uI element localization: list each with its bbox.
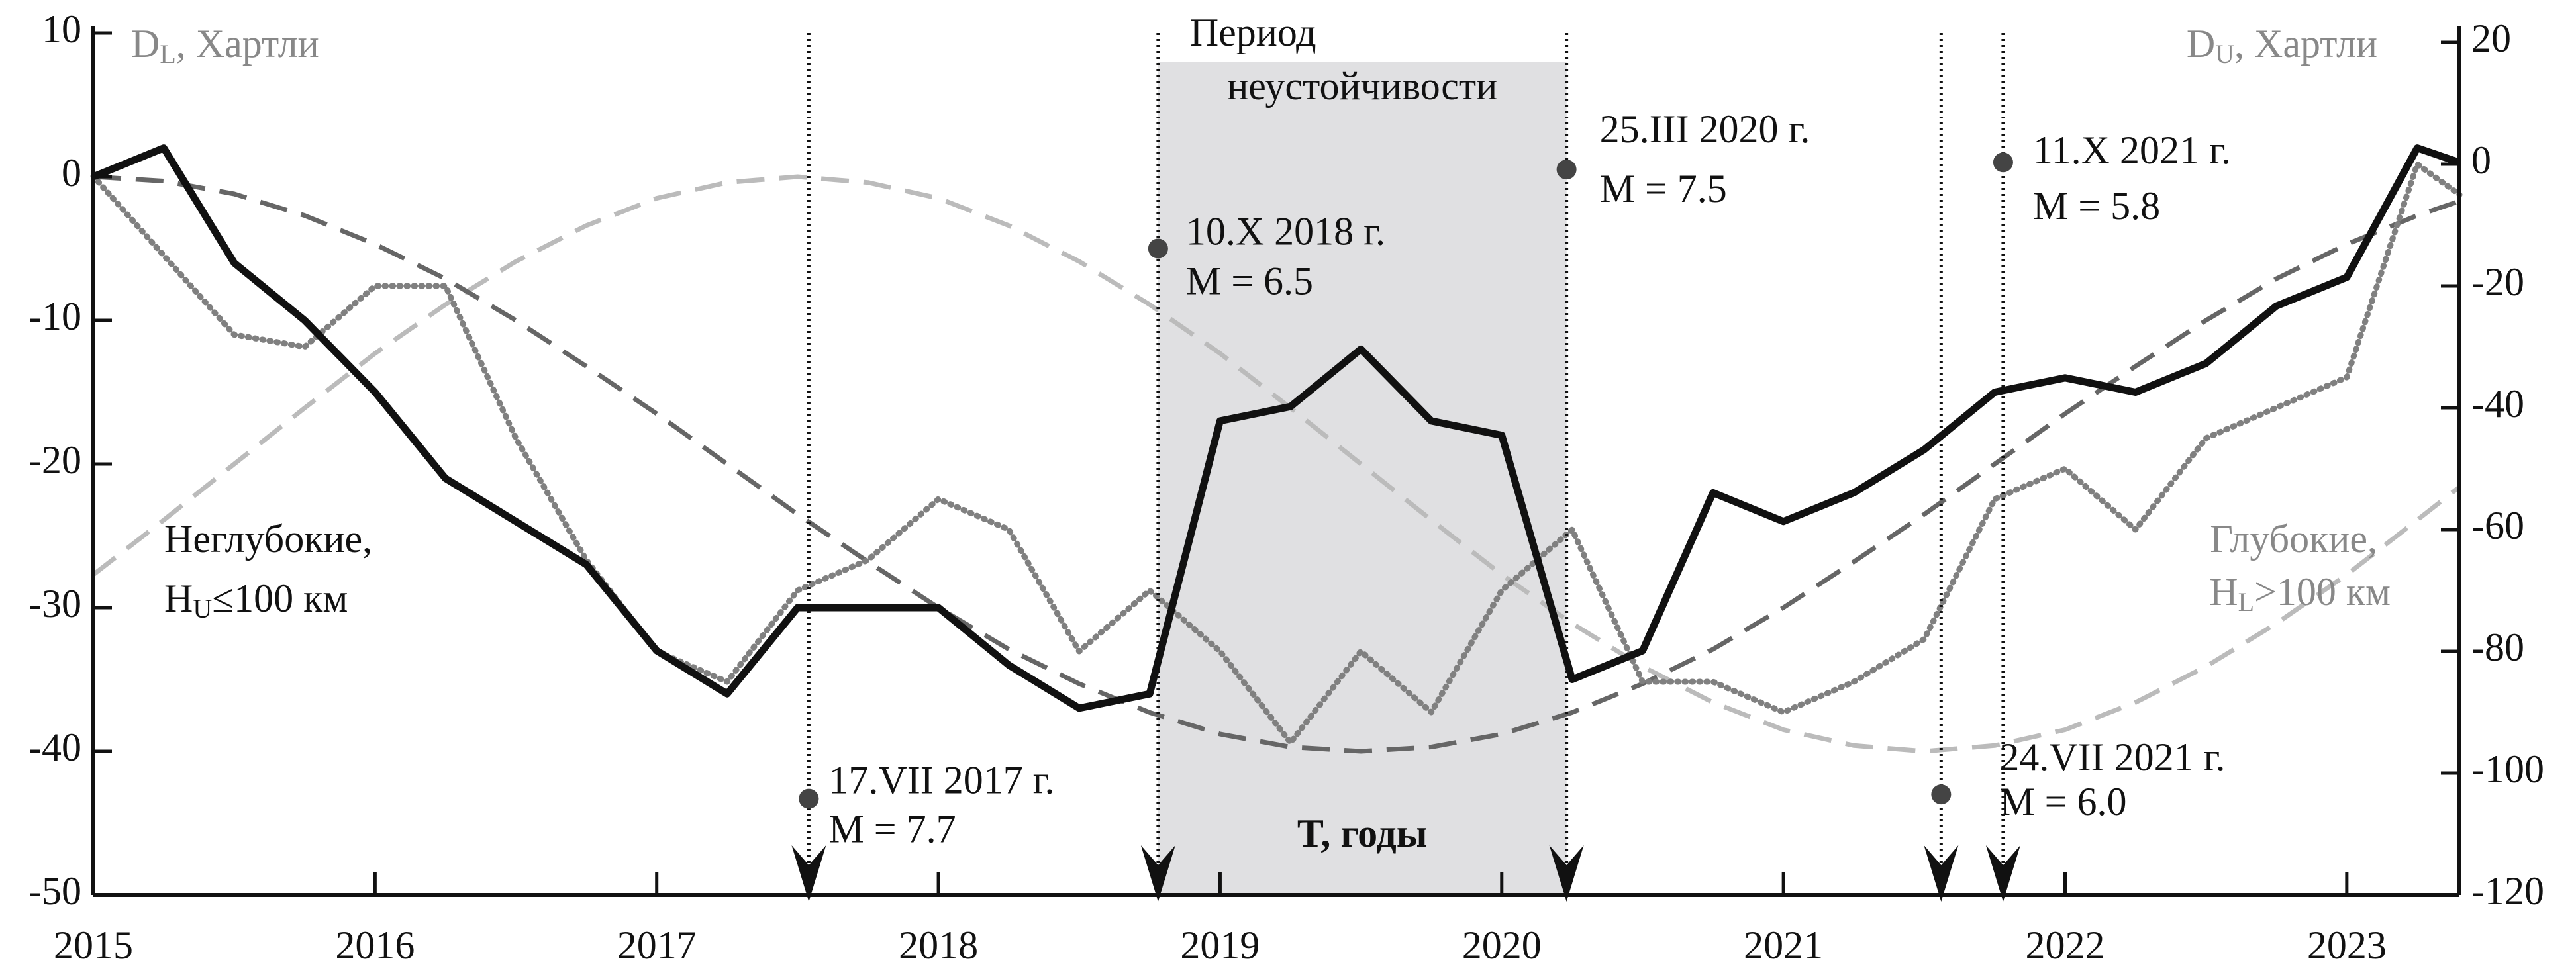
region-label: неустойчивости — [1227, 64, 1497, 108]
x-tick-label: 2017 — [617, 923, 697, 967]
note-line: Глубокие, — [2210, 517, 2377, 561]
y-axis-label: DL, Хартли — [131, 22, 319, 69]
y2-tick-label: 20 — [2471, 17, 2511, 60]
note-depth-main: H — [2209, 570, 2238, 614]
y-axis-label-sub: L — [160, 39, 175, 69]
x-tick-label: 2015 — [54, 923, 133, 967]
series-line — [91, 144, 2461, 712]
event-arrow — [791, 845, 826, 902]
x-tick-label: 2019 — [1180, 923, 1260, 967]
note-depth-main: H — [164, 577, 193, 620]
x-tick-label: 2021 — [1744, 923, 1823, 967]
note-depth: HU≤100 км — [164, 577, 348, 624]
event-arrow — [1140, 845, 1175, 902]
y2-tick-label: 0 — [2471, 138, 2491, 182]
event-arrow — [1985, 845, 2020, 902]
y2-tick-label: -40 — [2471, 382, 2524, 426]
x-tick-label: 2018 — [899, 923, 978, 967]
x-tick-label: 2020 — [1462, 923, 1542, 967]
y-tick-label: -40 — [28, 725, 81, 769]
y2-tick-label: -60 — [2471, 504, 2524, 547]
note-depth: HL>100 км — [2209, 570, 2391, 617]
y-tick-label: -50 — [28, 869, 81, 913]
event-date: 24.VII 2021 г. — [1999, 735, 2225, 779]
y2-tick-label: -20 — [2471, 260, 2524, 304]
x-axis-label: T, годы — [1297, 812, 1428, 855]
note-depth-sub: L — [2238, 587, 2254, 617]
event-dot — [1931, 784, 1952, 805]
event-magnitude: M = 6.0 — [1999, 780, 2126, 823]
y-axis-label-main: D — [131, 22, 160, 66]
y2-axis-label-main: D — [2187, 22, 2215, 66]
y-tick-label: 0 — [62, 151, 81, 195]
event-dot — [1556, 160, 1577, 180]
y2-axis-label-rest: , Хартли — [2234, 22, 2377, 66]
event-date: 10.X 2018 г. — [1186, 209, 1385, 253]
y-tick-label: -20 — [28, 438, 81, 482]
event-arrow — [1549, 845, 1584, 902]
series-line — [90, 161, 2463, 746]
note-depth-rest: ≤100 км — [212, 577, 348, 620]
y2-axis-label-sub: U — [2215, 39, 2234, 69]
event-magnitude: M = 5.8 — [2033, 184, 2160, 228]
unstable-period — [1158, 62, 1567, 895]
event-date: 17.VII 2017 г. — [828, 758, 1054, 802]
y-tick-label: 10 — [42, 7, 81, 51]
event-magnitude: M = 7.5 — [1600, 167, 1727, 210]
y2-axis-label: DU, Хартли — [2187, 22, 2377, 69]
region-label: Период — [1190, 11, 1316, 54]
note-depth-rest: >100 км — [2254, 570, 2391, 614]
event-arrow — [1924, 845, 1959, 902]
event-date: 25.III 2020 г. — [1600, 107, 1810, 151]
note-depth-sub: U — [193, 594, 212, 624]
event-date: 11.X 2021 г. — [2033, 128, 2231, 172]
y2-tick-label: -80 — [2471, 626, 2524, 669]
event-dot — [1993, 152, 2013, 173]
series-line — [93, 174, 2461, 754]
y-tick-label: -30 — [28, 582, 81, 626]
y-axis-label-rest: , Хартли — [176, 22, 319, 66]
event-dot — [799, 788, 819, 809]
y2-tick-label: -100 — [2471, 747, 2544, 791]
x-tick-label: 2022 — [2026, 923, 2105, 967]
note-line: Неглубокие, — [164, 517, 372, 561]
event-magnitude: M = 7.7 — [828, 807, 956, 851]
event-magnitude: M = 6.5 — [1186, 259, 1313, 303]
x-tick-label: 2016 — [335, 923, 415, 967]
x-tick-label: 2023 — [2307, 923, 2387, 967]
event-dot — [1148, 238, 1168, 259]
y2-tick-label: -120 — [2471, 869, 2544, 913]
y-tick-label: -10 — [28, 295, 81, 338]
